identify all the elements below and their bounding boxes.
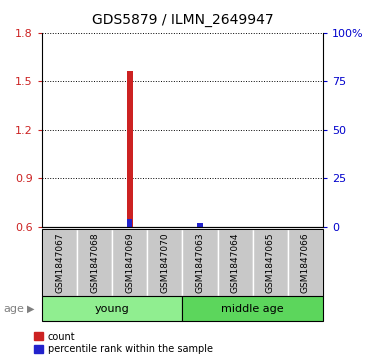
Legend: count, percentile rank within the sample: count, percentile rank within the sample — [34, 331, 213, 354]
Bar — [197, 223, 203, 227]
Text: GSM1847064: GSM1847064 — [231, 232, 240, 293]
Bar — [182, 229, 218, 296]
Bar — [127, 71, 133, 227]
Bar — [127, 219, 132, 227]
Bar — [42, 296, 182, 321]
Text: GSM1847067: GSM1847067 — [55, 232, 64, 293]
Text: GSM1847066: GSM1847066 — [301, 232, 310, 293]
Text: middle age: middle age — [222, 303, 284, 314]
Text: young: young — [95, 303, 130, 314]
Bar — [288, 229, 323, 296]
Text: GSM1847063: GSM1847063 — [196, 232, 204, 293]
Text: GSM1847070: GSM1847070 — [161, 232, 169, 293]
Bar — [218, 229, 253, 296]
Text: GSM1847065: GSM1847065 — [266, 232, 275, 293]
Bar — [253, 229, 288, 296]
Bar — [147, 229, 182, 296]
Text: GDS5879 / ILMN_2649947: GDS5879 / ILMN_2649947 — [92, 13, 273, 27]
Bar — [197, 223, 203, 227]
Text: GSM1847069: GSM1847069 — [125, 232, 134, 293]
Bar — [112, 229, 147, 296]
Text: age: age — [4, 303, 24, 314]
Bar — [42, 229, 77, 296]
Text: GSM1847068: GSM1847068 — [90, 232, 99, 293]
Text: ▶: ▶ — [27, 303, 35, 314]
Bar — [182, 296, 323, 321]
Bar — [77, 229, 112, 296]
